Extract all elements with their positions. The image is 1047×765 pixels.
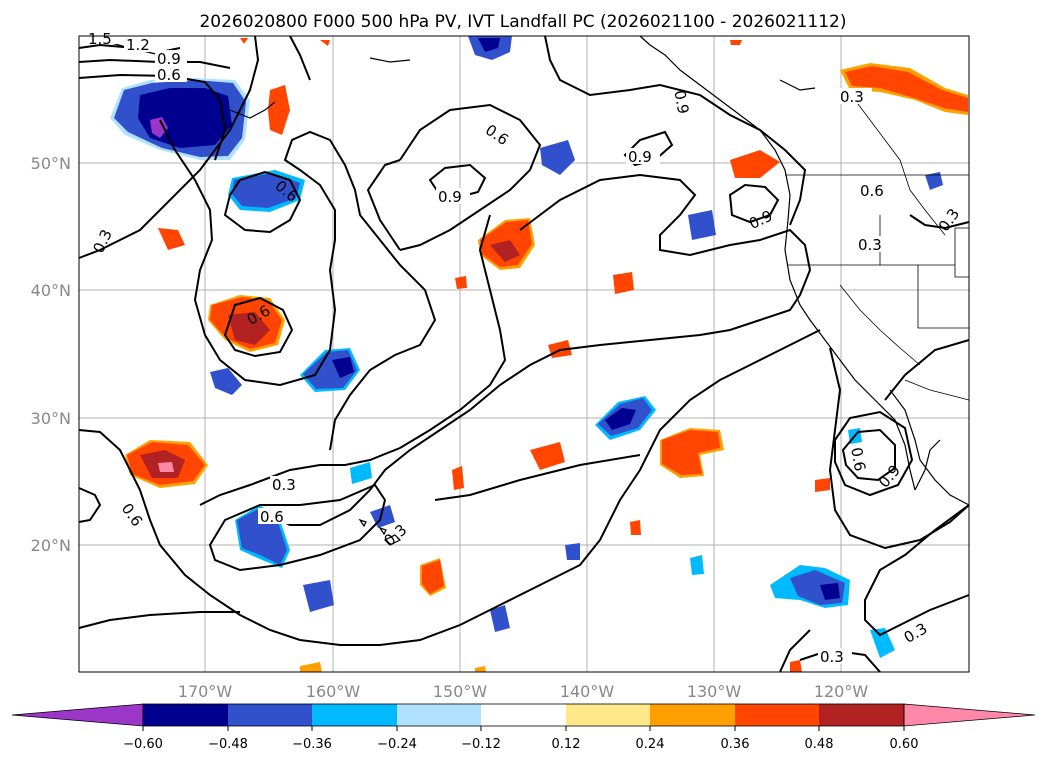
colorbar-under-triangle xyxy=(11,703,144,727)
contour-label-0.3-24n: 0.3 xyxy=(272,476,296,494)
lat-label-30n: 30°N xyxy=(31,409,71,428)
colorbar-tick-label-2: −0.48 xyxy=(208,737,248,752)
colorbar-bin-2 xyxy=(228,704,312,726)
colorbar-tick-label-9: 0.48 xyxy=(805,737,834,752)
contour-label-0.9-center: 0.9 xyxy=(438,188,462,206)
lon-label-140w: 140°W xyxy=(560,682,615,701)
colorbar-tick-label-3: −0.36 xyxy=(292,737,332,752)
colorbar-bin-1 xyxy=(143,704,228,726)
colorbar-tick-label-6: 0.12 xyxy=(552,737,581,752)
contour-label-0.3-ne: 0.3 xyxy=(840,88,864,106)
lon-label-170w: 170°W xyxy=(178,682,233,701)
colorbar-tick-label-4: −0.24 xyxy=(377,737,417,752)
colorbar-outline xyxy=(142,703,905,727)
colorbar-tick-label-7: 0.24 xyxy=(636,737,665,752)
lat-label-20n: 20°N xyxy=(31,536,71,555)
contour-label-0.6-nw: 0.6 xyxy=(157,66,181,84)
lon-label-160w: 160°W xyxy=(306,682,361,701)
colorbar: −0.60 −0.48 −0.36 −0.24 −0.12 0.12 0.24 … xyxy=(11,703,1036,752)
colorbar-bin-6 xyxy=(566,704,650,726)
latitude-labels: 50°N 40°N 30°N 20°N xyxy=(31,154,71,555)
contour-label-0.9-coast: 0.9 xyxy=(670,89,692,116)
colorbar-bin-9 xyxy=(819,704,904,726)
contour-label-0.9-52n: 0.9 xyxy=(628,148,652,166)
filled-anomalies xyxy=(110,36,968,672)
colorbar-bin-8 xyxy=(735,704,819,726)
lat-label-50n: 50°N xyxy=(31,154,71,173)
coastlines xyxy=(99,35,970,546)
colorbar-bin-7 xyxy=(650,704,735,726)
figure-title: 2026020800 F000 500 hPa PV, IVT Landfall… xyxy=(199,12,846,32)
colorbar-bin-5 xyxy=(481,704,566,726)
colorbar-over-triangle xyxy=(903,703,1036,727)
lon-label-120w: 120°W xyxy=(814,682,869,701)
longitude-labels: 170°W 160°W 150°W 140°W 130°W 120°W xyxy=(178,682,869,701)
colorbar-bin-3 xyxy=(312,704,397,726)
contour-label-0.9-nw: 0.9 xyxy=(157,50,181,68)
contour-label-1.5: 1.5 xyxy=(88,30,112,48)
lon-label-150w: 150°W xyxy=(433,682,488,701)
contour-label-0.3-bottom: 0.3 xyxy=(820,648,844,666)
colorbar-ticks xyxy=(142,726,905,731)
colorbar-tick-label-5: −0.12 xyxy=(461,737,501,752)
contour-label-0.6-21n: 0.6 xyxy=(260,508,284,526)
lat-label-40n: 40°N xyxy=(31,281,71,300)
map-frame xyxy=(78,35,970,673)
colorbar-tick-label-1: −0.60 xyxy=(123,737,163,752)
contour-label-0.6-se: 0.6 xyxy=(847,446,869,473)
contour-label-1.2: 1.2 xyxy=(126,36,150,54)
contour-label-0.3-inland: 0.3 xyxy=(858,236,882,254)
political-borders xyxy=(785,99,970,401)
lon-label-130w: 130°W xyxy=(687,682,742,701)
colorbar-bin-4 xyxy=(397,704,481,726)
colorbar-tick-label-8: 0.36 xyxy=(721,737,750,752)
contour-label-0.6-ne: 0.6 xyxy=(860,182,884,200)
colorbar-tick-label-10: 0.60 xyxy=(890,737,919,752)
